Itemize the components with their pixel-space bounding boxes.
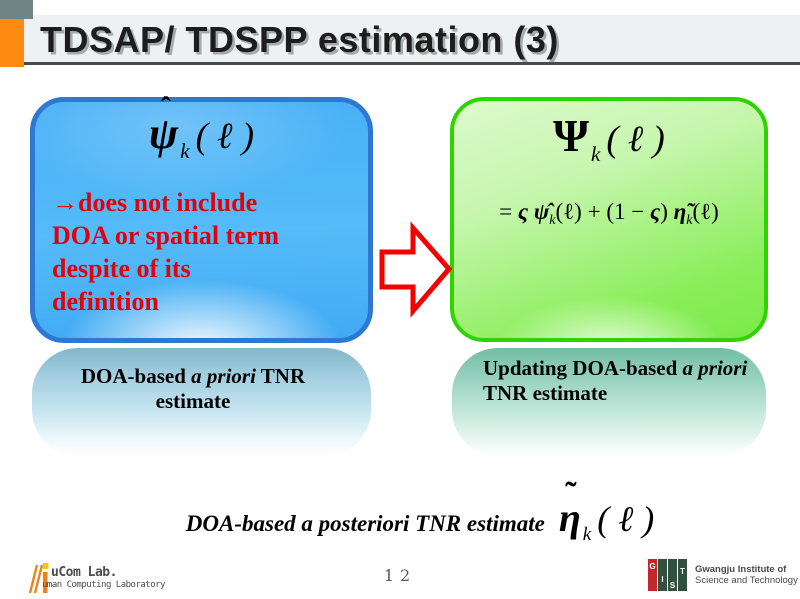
eta-tilde-formula: η ˜ k ( ℓ ) (558, 476, 655, 546)
bottom-caption: DOA-based a posteriori TNR estimate η ˜ k … (0, 478, 800, 550)
formula-argument: ( ℓ ) (597, 499, 655, 539)
note-line: despite of its (52, 254, 191, 283)
page-number: 12 (383, 566, 417, 585)
hucom-logo: uCom Lab. uman Computing Laboratory (26, 557, 165, 595)
gist-logo-icon: G I S T (648, 559, 688, 591)
psi-cap-formula: Ψk ( ℓ ) (454, 109, 764, 167)
formula-argument: ( ℓ ) (606, 119, 665, 160)
hucom-logo-icon (28, 563, 49, 594)
hucom-lab-subtitle: uman Computing Laboratory (42, 580, 165, 590)
update-equation: = ς ψ̂k(ℓ) + (1 − ς) η̃k(ℓ) (499, 199, 719, 228)
right-callout-box: Ψk ( ℓ ) = ς ψ̂k(ℓ) + (1 − ς) η̃k(ℓ) (450, 97, 768, 342)
hat-accent: ˆ (160, 91, 171, 124)
gist-bar-i: I (658, 559, 667, 591)
subscript-k: k (582, 524, 592, 545)
page-title: TDSAP/ TDSPP estimation (3) (40, 19, 559, 60)
gist-bar-g: G (648, 559, 657, 591)
tilde-accent: ˜ (565, 476, 577, 513)
note-line: DOA or spatial term (52, 221, 279, 250)
right-box-reflection (452, 348, 766, 456)
gist-bar-t: T (678, 559, 687, 591)
gist-logo: G I S T Gwangju Institute of Science and… (648, 559, 798, 591)
gist-name-line1: Gwangju Institute of (695, 564, 787, 575)
hucom-lab-name: uCom Lab. (51, 565, 117, 580)
left-caption: DOA-based a priori TNR estimate (80, 364, 306, 413)
gist-bar-s: S (668, 559, 677, 591)
bottom-caption-label: DOA-based a posteriori TNR estimate (185, 511, 545, 536)
deco-orange-rect (0, 19, 24, 67)
deco-gray-square (0, 0, 33, 19)
hucom-logo-text: uCom Lab. uman Computing Laboratory (42, 557, 165, 591)
subscript-k: k (180, 139, 190, 163)
note-text: →does not include DOA or spatial term de… (52, 186, 279, 318)
title-bar: TDSAP/ TDSPP estimation (3) (24, 15, 800, 65)
capital-psi-symbol: Ψ (553, 110, 589, 161)
block-arrow-right-icon (379, 221, 453, 318)
note-line: definition (52, 287, 159, 316)
gist-name-line2: Science and Technology (695, 575, 798, 586)
left-box-reflection (32, 348, 371, 456)
gist-logo-text: Gwangju Institute of Science and Technol… (695, 564, 798, 586)
right-caption: Updating DOA-based a priori TNR estimate (483, 356, 748, 405)
note-line: →does not include (52, 188, 258, 217)
eta-symbol: η ˜ (558, 476, 581, 541)
subscript-k: k (590, 142, 601, 166)
formula-argument: ( ℓ ) (195, 116, 255, 157)
